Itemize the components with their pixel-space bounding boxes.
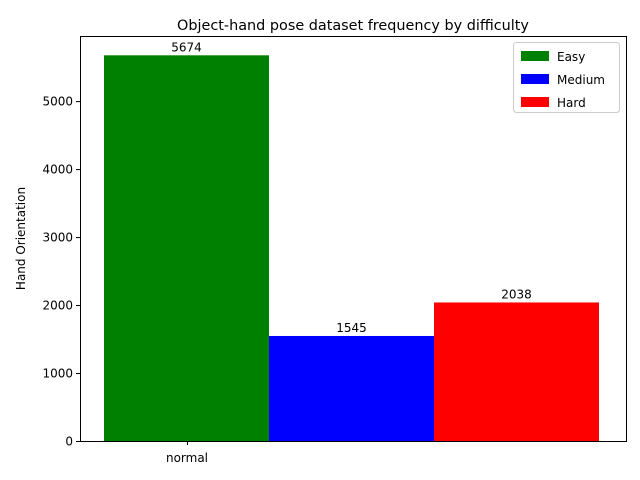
plot-frame (80, 36, 627, 442)
legend-label-easy: Easy (557, 50, 585, 64)
bar-easy (104, 55, 269, 441)
legend-swatch-medium (521, 74, 549, 84)
legend: Easy Medium Hard (513, 42, 620, 113)
bars-group (104, 55, 599, 441)
data-label-easy: 5674 (171, 40, 202, 54)
bar-hard (434, 302, 599, 441)
y-tick-label: 3000 (42, 231, 73, 245)
bar-medium (269, 335, 434, 441)
y-tick-label: 1000 (42, 367, 73, 381)
data-label-medium: 1545 (336, 321, 367, 335)
y-tick-label: 4000 (42, 163, 73, 177)
x-tick-label: normal (166, 451, 208, 465)
y-tick-label: 2000 (42, 299, 73, 313)
data-labels-group: 5674 1545 2038 (171, 40, 532, 335)
data-label-hard: 2038 (501, 287, 532, 301)
y-tick-label: 5000 (42, 95, 73, 109)
y-tick-label: 0 (65, 435, 73, 449)
legend-swatch-hard (521, 97, 549, 107)
y-axis-label: Hand Orientation (14, 187, 28, 290)
legend-label-hard: Hard (557, 96, 586, 110)
chart-title: Object-hand pose dataset frequency by di… (177, 18, 529, 34)
y-axis: 0 1000 2000 3000 4000 5000 (42, 95, 80, 449)
legend-swatch-easy (521, 51, 549, 61)
legend-label-medium: Medium (557, 73, 605, 87)
